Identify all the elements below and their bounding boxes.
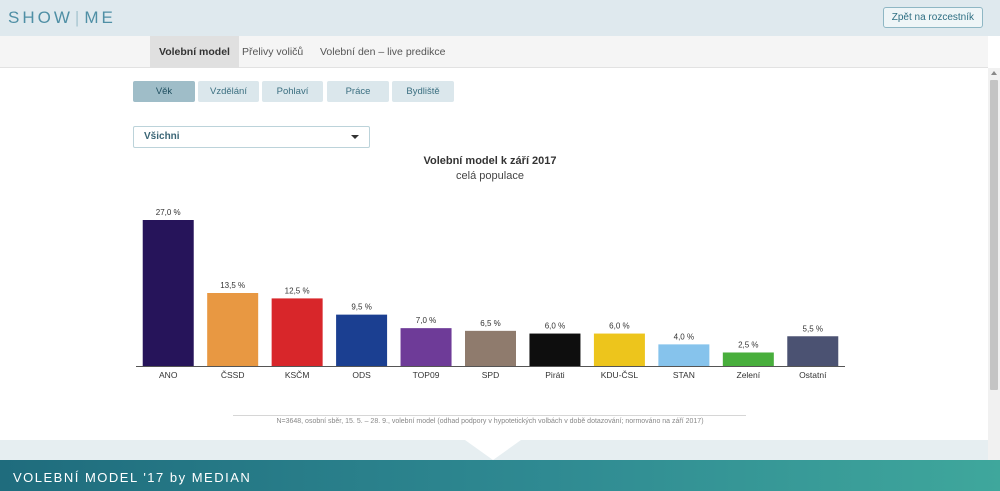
value-label-6: 6,0 %	[545, 322, 565, 331]
tab-prelivy-volicu[interactable]: Přelivy voličů	[242, 46, 304, 58]
value-label-2: 12,5 %	[285, 286, 310, 295]
band-notch	[465, 440, 521, 460]
population-select[interactable]: Všichni	[133, 126, 370, 148]
category-label-4: TOP09	[413, 370, 440, 380]
filter-vek[interactable]: Věk	[133, 81, 195, 102]
category-label-1: ČSSD	[221, 370, 245, 380]
footer-bar: VOLEBNÍ MODEL '17 by MEDIAN	[0, 460, 1000, 491]
population-select-value: Všichni	[144, 131, 180, 142]
filter-pohlavi[interactable]: Pohlaví	[262, 81, 323, 102]
category-label-3: ODS	[352, 370, 371, 380]
caret-down-icon	[351, 135, 359, 139]
chart-subtitle: celá populace	[456, 170, 524, 182]
filter-prace[interactable]: Práce	[327, 81, 389, 102]
bar-9[interactable]	[722, 352, 774, 366]
tab-volebni-den-live[interactable]: Volební den – live predikce	[320, 46, 446, 58]
bar-8[interactable]	[658, 344, 710, 366]
category-label-9: Zelení	[737, 370, 761, 380]
tab-volebni-model[interactable]: Volební model	[150, 36, 239, 68]
footnote: N=3648, osobní sběr, 15. 5. – 28. 9., vo…	[276, 418, 704, 425]
category-label-8: STAN	[673, 370, 695, 380]
category-label-2: KSČM	[285, 370, 310, 380]
category-label-7: KDU-ČSL	[601, 370, 639, 380]
top-bar: SHOW | ME Zpět na rozcestník	[0, 0, 1000, 36]
page-scrollbar[interactable]	[988, 68, 1000, 460]
value-label-9: 2,5 %	[738, 340, 758, 349]
bar-6[interactable]	[529, 333, 581, 366]
category-label-0: ANO	[159, 370, 178, 380]
brand-left: SHOW	[8, 8, 73, 27]
brand-right: ME	[84, 8, 116, 27]
footer-title: VOLEBNÍ MODEL '17 by MEDIAN	[13, 470, 252, 485]
footnote-divider	[233, 415, 746, 416]
bar-7[interactable]	[593, 333, 645, 366]
filter-bydliste[interactable]: Bydliště	[392, 81, 454, 102]
value-label-4: 7,0 %	[416, 316, 436, 325]
bar-5[interactable]	[465, 330, 516, 366]
chart-title: Volební model k září 2017	[423, 155, 557, 167]
category-label-5: SPD	[482, 370, 499, 380]
value-label-3: 9,5 %	[351, 303, 371, 312]
value-label-1: 13,5 %	[220, 281, 245, 290]
bar-3[interactable]	[336, 314, 388, 366]
bar-4[interactable]	[400, 328, 452, 366]
brand-separator: |	[74, 8, 83, 27]
bar-10[interactable]	[787, 336, 839, 366]
back-to-crossroads-button[interactable]: Zpět na rozcestník	[882, 7, 983, 28]
scroll-thumb[interactable]	[990, 80, 998, 390]
value-label-0: 27,0 %	[156, 208, 181, 217]
category-label-10: Ostatní	[799, 370, 827, 380]
brand-logo[interactable]: SHOW | ME	[8, 8, 116, 28]
value-label-8: 4,0 %	[674, 332, 694, 341]
value-label-10: 5,5 %	[803, 324, 823, 333]
category-label-6: Piráti	[545, 370, 564, 380]
value-label-7: 6,0 %	[609, 322, 629, 331]
bar-0[interactable]	[142, 220, 194, 366]
value-label-5: 6,5 %	[480, 319, 500, 328]
bar-1[interactable]	[207, 293, 259, 366]
main-nav: Volební model Přelivy voličů Volební den…	[0, 36, 988, 68]
scroll-up-icon[interactable]	[988, 68, 1000, 78]
filter-vzdelani[interactable]: Vzdělání	[198, 81, 259, 102]
bar-2[interactable]	[271, 298, 323, 366]
